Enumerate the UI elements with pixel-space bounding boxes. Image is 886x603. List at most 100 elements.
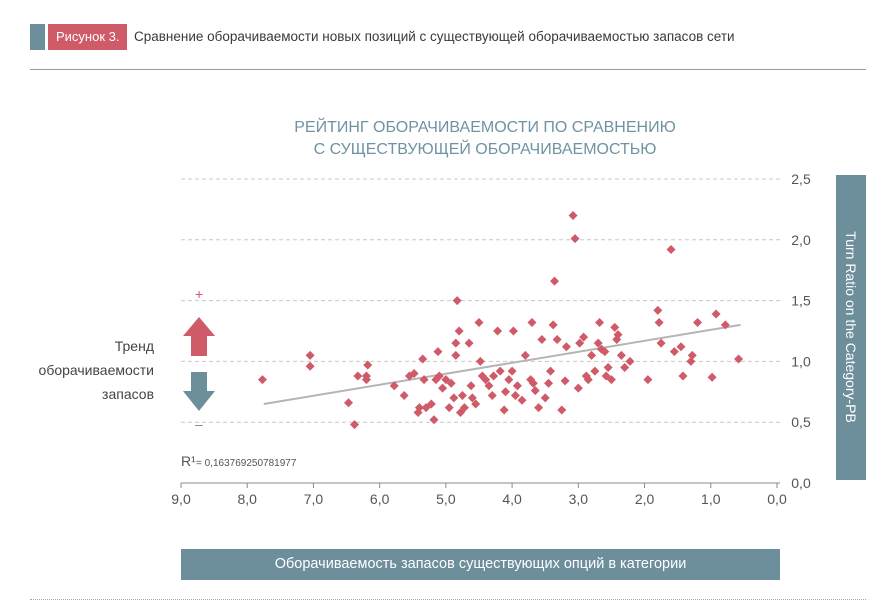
data-point <box>444 403 454 413</box>
x-axis-label: Оборачиваемость запасов существующих опц… <box>181 549 780 580</box>
data-point <box>590 366 600 376</box>
data-point <box>573 383 583 393</box>
data-point <box>606 375 616 385</box>
data-point <box>446 378 456 388</box>
data-point <box>654 317 664 327</box>
x-tick-label: 8,0 <box>237 491 257 507</box>
data-point <box>530 386 540 396</box>
x-tick-labels: 9,0 8,0 7,0 6,0 5,0 4,0 3,0 2,0 1,0 0,0 <box>171 491 787 507</box>
data-point <box>510 390 520 400</box>
data-point <box>583 375 593 385</box>
trend-legend-line-1: Тренд <box>114 338 154 354</box>
data-point <box>687 350 697 360</box>
data-point <box>454 326 464 336</box>
figure-label: Рисунок 3. <box>48 24 128 50</box>
data-point <box>620 362 630 372</box>
r-squared-label: R¹ <box>181 453 196 469</box>
data-point <box>528 378 538 388</box>
data-point <box>537 335 547 345</box>
x-tick-label: 3,0 <box>569 491 589 507</box>
data-point <box>433 347 443 357</box>
data-point <box>474 317 484 327</box>
data-point <box>686 356 696 366</box>
data-point <box>493 326 503 336</box>
data-point <box>595 317 605 327</box>
y-tick-label: 1,5 <box>791 293 811 309</box>
chart-title-line-2: С СУЩЕСТВУЮЩЕЙ ОБОРАЧИВАЕМОСТЬЮ <box>313 141 657 158</box>
data-point <box>350 420 360 430</box>
data-point <box>512 381 522 391</box>
data-point <box>600 347 610 357</box>
trend-legend-line-3: запасов <box>102 386 154 402</box>
x-tick-label: 4,0 <box>502 491 522 507</box>
data-point <box>656 338 666 348</box>
data-point <box>429 415 439 425</box>
data-point <box>426 399 436 409</box>
trend-plus-sign: + <box>195 286 204 302</box>
data-point <box>471 399 481 409</box>
data-point <box>549 276 559 286</box>
data-point <box>499 405 509 415</box>
data-point <box>643 375 653 385</box>
data-point <box>540 393 550 403</box>
data-point <box>504 375 514 385</box>
data-point <box>418 354 428 364</box>
data-point <box>363 360 373 370</box>
data-point <box>481 375 491 385</box>
data-point <box>344 398 354 408</box>
data-point <box>666 245 676 255</box>
data-point <box>568 210 578 220</box>
trend-down-arrow-icon <box>183 372 215 411</box>
data-point <box>495 366 505 376</box>
r-squared-value: = 0,163769250781977 <box>196 458 297 469</box>
data-point <box>546 366 556 376</box>
data-point <box>527 317 537 327</box>
data-point <box>449 393 459 403</box>
data-point <box>678 371 688 381</box>
data-point <box>361 371 371 381</box>
data-point <box>517 395 527 405</box>
data-point <box>434 371 444 381</box>
y-tick-label: 0,0 <box>791 475 811 491</box>
y-axis-label: Turn Ratio on the Category-PB <box>843 231 859 423</box>
y-tick-label: 2,5 <box>791 171 811 187</box>
y-tick-label: 2,0 <box>791 232 811 248</box>
data-point <box>570 234 580 244</box>
trend-line <box>263 323 741 405</box>
data-point <box>557 405 567 415</box>
data-point <box>575 338 585 348</box>
x-tick-label: 9,0 <box>171 491 191 507</box>
data-point <box>475 356 485 366</box>
x-tick-label: 2,0 <box>635 491 655 507</box>
data-point <box>489 371 499 381</box>
data-point <box>593 338 603 348</box>
header-divider <box>30 69 866 70</box>
data-point <box>548 320 558 330</box>
data-point <box>587 350 597 360</box>
data-point <box>419 375 429 385</box>
data-point <box>579 332 589 342</box>
figure-accent-bar <box>30 24 45 50</box>
data-point <box>438 383 448 393</box>
data-point <box>457 390 467 400</box>
data-point <box>414 403 424 413</box>
x-tick-marks <box>180 483 778 488</box>
data-point <box>711 309 721 319</box>
data-point <box>467 393 477 403</box>
data-point <box>653 305 663 315</box>
data-point <box>610 322 620 332</box>
data-point <box>669 347 679 357</box>
data-point <box>500 387 510 397</box>
data-point <box>459 403 469 413</box>
data-point <box>409 369 419 379</box>
data-point <box>534 403 544 413</box>
y-tick-labels: 0,0 0,5 1,0 1,5 2,0 2,5 <box>791 171 811 491</box>
chart-title-line-1: РЕЙТИНГ ОБОРАЧИВАЕМОСТИ ПО СРАВНЕНИЮ <box>294 119 676 136</box>
chart-title: РЕЙТИНГ ОБОРАЧИВАЕМОСТИ ПО СРАВНЕНИЮ С С… <box>290 117 680 161</box>
data-point <box>389 381 399 391</box>
x-tick-label: 1,0 <box>701 491 721 507</box>
data-point <box>464 338 474 348</box>
figure-caption: Сравнение оборачиваемости новых позиций … <box>134 29 735 44</box>
data-point <box>707 372 717 382</box>
